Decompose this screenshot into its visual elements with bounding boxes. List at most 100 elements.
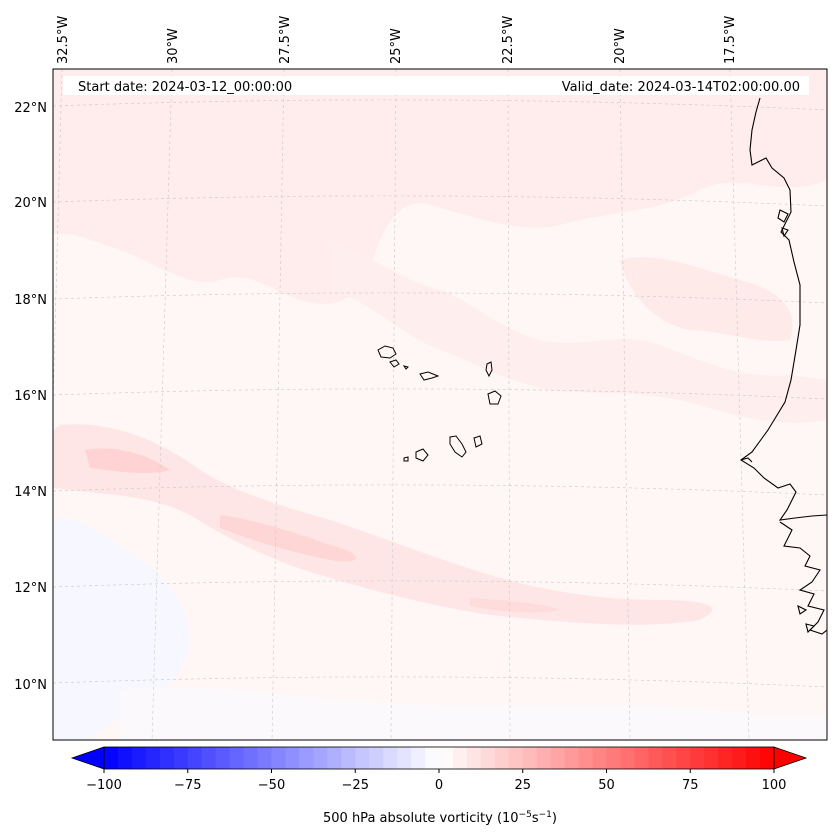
colorbar-cell xyxy=(564,747,580,769)
parallel-18n xyxy=(53,292,827,304)
colorbar-cell xyxy=(732,747,747,769)
colorbar-cell xyxy=(285,747,301,769)
lat-label-12n: 12°N xyxy=(14,581,47,596)
colorbar-cell xyxy=(634,747,649,769)
cape-verde-islands xyxy=(377,345,502,462)
colorbar-extend-max xyxy=(773,746,808,770)
negative-vorticity-patch-south xyxy=(120,687,827,740)
colorbar-ticks: −100 −75 −50 −25 0 25 50 75 100 xyxy=(86,769,786,793)
colorbar-cell xyxy=(411,747,426,769)
meridian-30w xyxy=(151,69,173,740)
lat-label-20n: 20°N xyxy=(14,196,47,211)
lon-label-30w: 30°W xyxy=(166,28,181,64)
longitude-labels: 32.5°W 30°W 27.5°W 25°W 22.5°W 20°W 17.5… xyxy=(56,16,738,64)
lon-label-32-5w: 32.5°W xyxy=(56,16,71,64)
colorbar-label-main: 500 hPa absolute vorticity (10 xyxy=(323,811,519,826)
lat-label-14n: 14°N xyxy=(14,485,47,500)
meridian-22-5w xyxy=(507,69,511,740)
lon-label-22-5w: 22.5°W xyxy=(501,16,516,64)
colorbar-cell xyxy=(648,747,663,769)
colorbar-tick-label: −75 xyxy=(174,778,201,793)
colorbar-cell xyxy=(662,747,677,769)
colorbar-label-exp2: −1 xyxy=(539,810,552,820)
lon-label-17-5w: 17.5°W xyxy=(723,16,738,64)
colorbar-label-mid: s xyxy=(532,811,539,826)
colorbar-cell xyxy=(117,747,133,769)
colorbar-cell xyxy=(760,747,775,769)
colorbar-cell xyxy=(550,747,566,769)
positive-vorticity-core xyxy=(220,515,357,562)
island-fogo xyxy=(415,448,429,462)
colorbar-cell xyxy=(257,747,273,769)
lat-label-22n: 22°N xyxy=(14,101,47,116)
colorbar-cell xyxy=(536,747,552,769)
colorbar-cell xyxy=(439,747,454,769)
colorbar-cell xyxy=(522,747,538,769)
colorbar-cell xyxy=(243,747,259,769)
colorbar-tick-label: 50 xyxy=(598,778,615,793)
colorbar-cell xyxy=(187,747,203,769)
colorbar-cell xyxy=(215,747,231,769)
title-strip xyxy=(63,76,809,95)
positive-vorticity-core-east xyxy=(470,598,560,613)
island-sao-vicente xyxy=(389,359,400,368)
colorbar-cell xyxy=(425,747,440,769)
colorbar-tick-label: 25 xyxy=(514,778,531,793)
colorbar-cells xyxy=(104,747,775,769)
colorbar-cell xyxy=(201,747,217,769)
meridian-25w xyxy=(390,69,397,740)
colorbar-cell xyxy=(131,747,147,769)
positive-vorticity-streak-outer xyxy=(53,424,713,625)
parallel-10n xyxy=(53,676,827,688)
colorbar-tick-label: −25 xyxy=(342,778,369,793)
colorbar-cell xyxy=(452,747,468,769)
colorbar: −100 −75 −50 −25 0 25 50 75 100 500 hPa absolute… xyxy=(70,746,808,826)
colorbar-cell xyxy=(466,747,482,769)
colorbar-cell xyxy=(383,747,398,769)
colorbar-cell xyxy=(145,747,161,769)
latitude-labels: 22°N 20°N 18°N 16°N 14°N 12°N 10°N xyxy=(14,101,47,693)
parallel-22n xyxy=(53,99,827,111)
colorbar-cell xyxy=(173,747,189,769)
island-santo-antao xyxy=(377,345,397,359)
valid-date-label: Valid_date: 2024-03-14T02:00:00.00 xyxy=(562,80,800,95)
positive-vorticity-band-north xyxy=(53,69,827,304)
parallel-12n xyxy=(53,580,827,592)
colorbar-cell xyxy=(104,747,119,769)
colorbar-cell xyxy=(341,747,356,769)
colorbar-tick-label: −50 xyxy=(258,778,285,793)
colorbar-cell xyxy=(676,747,691,769)
colorbar-cell xyxy=(369,747,384,769)
colorbar-cell xyxy=(271,747,287,769)
colorbar-tick-label: 0 xyxy=(435,778,443,793)
colorbar-cell xyxy=(229,747,245,769)
colorbar-cell xyxy=(299,747,314,769)
positive-patch-east xyxy=(620,257,793,342)
coastline-mauritania-senegal xyxy=(740,97,827,521)
positive-vorticity-streak-inner xyxy=(85,448,170,474)
island-boa-vista xyxy=(487,390,502,405)
lon-label-27-5w: 27.5°W xyxy=(278,16,293,64)
meridian-27-5w xyxy=(271,69,285,740)
colorbar-cell xyxy=(606,747,622,769)
coastal-islets xyxy=(777,209,816,634)
colorbar-cell xyxy=(592,747,608,769)
meridian-20w xyxy=(619,69,631,740)
island-brava xyxy=(403,456,409,462)
colorbar-cell xyxy=(704,747,719,769)
lat-label-18n: 18°N xyxy=(14,293,47,308)
parallel-14n xyxy=(53,484,827,496)
meridian-17-5w xyxy=(729,69,750,740)
colorbar-cell xyxy=(494,747,510,769)
colorbar-cell xyxy=(508,747,524,769)
parallel-20n xyxy=(53,195,827,207)
map-frame xyxy=(52,68,828,741)
lon-label-25w: 25°W xyxy=(389,28,404,64)
colorbar-cell xyxy=(313,747,328,769)
colorbar-cell xyxy=(327,747,342,769)
island-maio xyxy=(473,435,483,448)
colorbar-label-exp1: −5 xyxy=(519,810,532,820)
colorbar-cell xyxy=(690,747,705,769)
colorbar-cell xyxy=(159,747,175,769)
colorbar-tick-label: 75 xyxy=(682,778,699,793)
